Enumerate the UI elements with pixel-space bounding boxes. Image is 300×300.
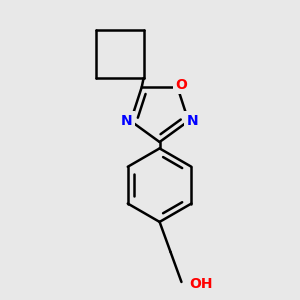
Text: O: O xyxy=(175,77,187,92)
Text: OH: OH xyxy=(189,277,213,291)
Text: N: N xyxy=(121,114,133,128)
Text: N: N xyxy=(187,114,198,128)
